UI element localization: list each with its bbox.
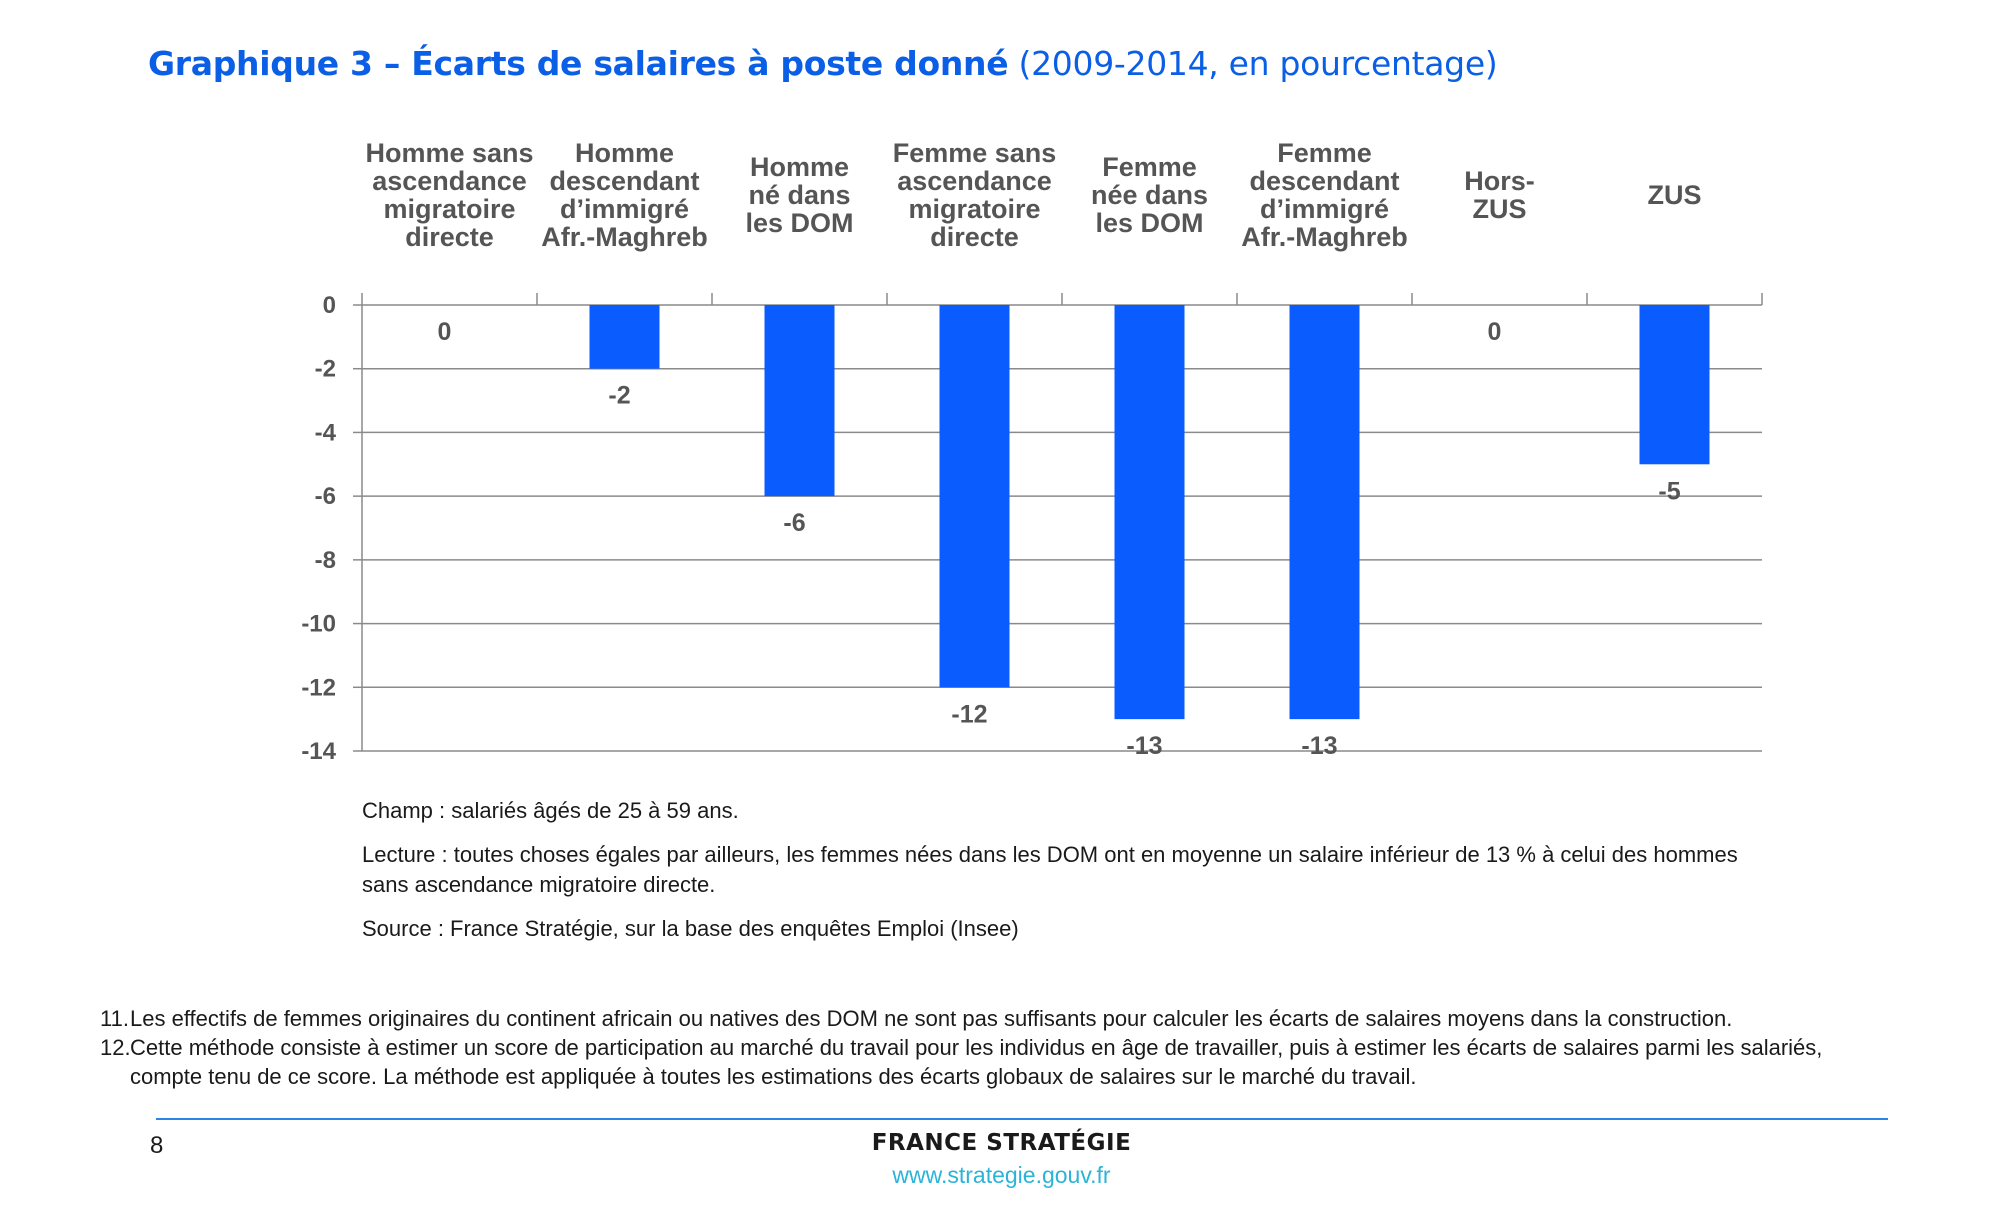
category-label: ZUS (1648, 180, 1702, 210)
bar (589, 305, 660, 369)
note-source: Source : France Stratégie, sur la base d… (362, 916, 1019, 941)
chart-title-main: Graphique 3 – Écarts de salaires à poste… (148, 44, 1009, 83)
data-labels: 0 -2 -6 -12 -13 -13 0 -5 (438, 318, 1681, 760)
gridlines (362, 367, 1762, 752)
data-label: -12 (951, 700, 987, 728)
footer-brand: FRANCE STRATÉGIE (871, 1130, 1132, 1156)
y-tick-label: -2 (315, 356, 336, 383)
data-label: -13 (1301, 732, 1337, 760)
category-labels: Homme sans ascendance migratoire directeHom… (365, 138, 1701, 252)
chart-title: Graphique 3 – Écarts de salaires à poste… (148, 44, 1498, 83)
footer-divider (156, 1118, 1888, 1120)
category-label: Femme sans ascendance migratoire directe (893, 138, 1057, 252)
category-label: Femme née dans les DOM (1091, 152, 1208, 238)
footnote-11: 11. Les effectifs de femmes originaires d… (100, 1004, 1900, 1033)
y-tick-label: -6 (315, 483, 336, 510)
bar (764, 305, 835, 497)
category-label: Hors-ZUS (1464, 166, 1535, 224)
y-tick-label: -10 (301, 611, 336, 638)
bars (589, 305, 1710, 720)
bar-chart: 0 -2 -6 -12 -13 -13 0 -5 0 -2 -4 -6 -8 -10 -12 -14 Hom… (301, 138, 1763, 765)
y-tick-label: 0 (323, 292, 336, 319)
data-label: -6 (783, 509, 805, 537)
category-label: Homme sans ascendance migratoire directe (365, 138, 533, 252)
bar (1114, 305, 1185, 720)
bar (1639, 305, 1710, 465)
y-tick-label: -4 (315, 419, 337, 446)
category-label: Homme né dans les DOM (745, 152, 853, 238)
footnote-number: 12. (100, 1035, 131, 1060)
footer-url-link[interactable]: www.strategie.gouv.fr (892, 1162, 1111, 1188)
footnote-text: Les effectifs de femmes originaires du c… (130, 1006, 1733, 1031)
data-label: -5 (1658, 477, 1680, 505)
axes (353, 293, 1763, 752)
footnote-12: 12. Cette méthode consiste à estimer un s… (100, 1033, 1900, 1091)
category-label: Femme descendant d’immigré Afr.-Maghreb (1241, 138, 1408, 252)
y-tick-label: -14 (301, 738, 336, 765)
bar (1289, 305, 1360, 720)
y-axis-tick-labels: 0 -2 -4 -6 -8 -10 -12 -14 (301, 292, 336, 765)
y-tick-label: -12 (301, 674, 336, 701)
footnotes: 11. Les effectifs de femmes originaires d… (100, 1004, 1900, 1091)
data-label: -13 (1126, 732, 1162, 760)
data-label: 0 (438, 318, 452, 346)
bar (939, 305, 1010, 688)
data-label: -2 (608, 382, 630, 410)
y-tick-label: -8 (315, 547, 336, 574)
footnote-text: Cette méthode consiste à estimer un scor… (130, 1035, 1823, 1089)
chart-title-subtitle: (2009-2014, en pourcentage) (1018, 44, 1498, 83)
footnote-number: 11. (100, 1006, 129, 1031)
category-label: Homme descendant d’immigré Afr.-Maghreb (541, 138, 708, 252)
note-lecture: Lecture : toutes choses égales par aille… (362, 842, 1738, 897)
page-number: 8 (150, 1132, 164, 1159)
note-champ: Champ : salariés âgés de 25 à 59 ans. (362, 798, 739, 823)
data-label: 0 (1488, 318, 1502, 346)
